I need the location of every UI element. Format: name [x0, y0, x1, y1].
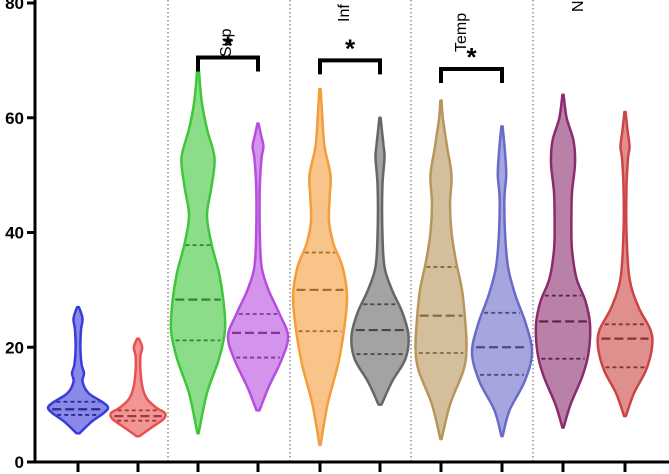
violin-9	[534, 93, 592, 429]
violin-body	[414, 99, 468, 441]
group-label-5: N	[570, 0, 587, 12]
group-label-4: Temp	[453, 13, 470, 52]
y-tick-label: 80	[5, 0, 24, 13]
significance-star: *	[345, 33, 356, 63]
violin-body	[596, 110, 654, 418]
violin-body	[109, 337, 167, 438]
violin-body	[534, 93, 592, 429]
axes: 0 20 40 60 80	[5, 0, 669, 472]
group-separators	[167, 0, 534, 462]
bracket-line	[318, 58, 382, 75]
group-label-2: Sup	[218, 28, 235, 57]
bracket-line	[439, 66, 504, 83]
significance-bracket-3: *	[439, 42, 504, 83]
violin-1	[46, 305, 110, 435]
violin-body	[169, 64, 227, 435]
y-tick-label: 60	[5, 109, 24, 128]
significance-star: *	[466, 42, 477, 72]
group-label-3: Inf	[336, 4, 353, 22]
violin-body	[46, 305, 110, 435]
violin-2	[109, 337, 167, 438]
violin-body	[470, 125, 534, 438]
y-tick-label: 20	[5, 338, 24, 357]
violin-body	[350, 116, 410, 406]
violin-4	[226, 122, 290, 412]
y-tick-label: 40	[5, 224, 24, 243]
violin-3	[169, 64, 227, 435]
violin-6	[350, 116, 410, 406]
violin-5	[291, 87, 349, 447]
significance-bracket-2: *	[318, 33, 382, 75]
violin-10	[596, 110, 654, 418]
violin-8	[470, 125, 534, 438]
bracket-line	[196, 55, 260, 72]
significance-bracket-1: *	[196, 31, 260, 72]
violin-body	[226, 122, 290, 412]
significance-star: *	[223, 31, 234, 61]
violin-7	[414, 99, 468, 441]
y-tick-label: 0	[15, 453, 24, 472]
violin-body	[291, 87, 349, 447]
violin-series	[46, 64, 654, 447]
